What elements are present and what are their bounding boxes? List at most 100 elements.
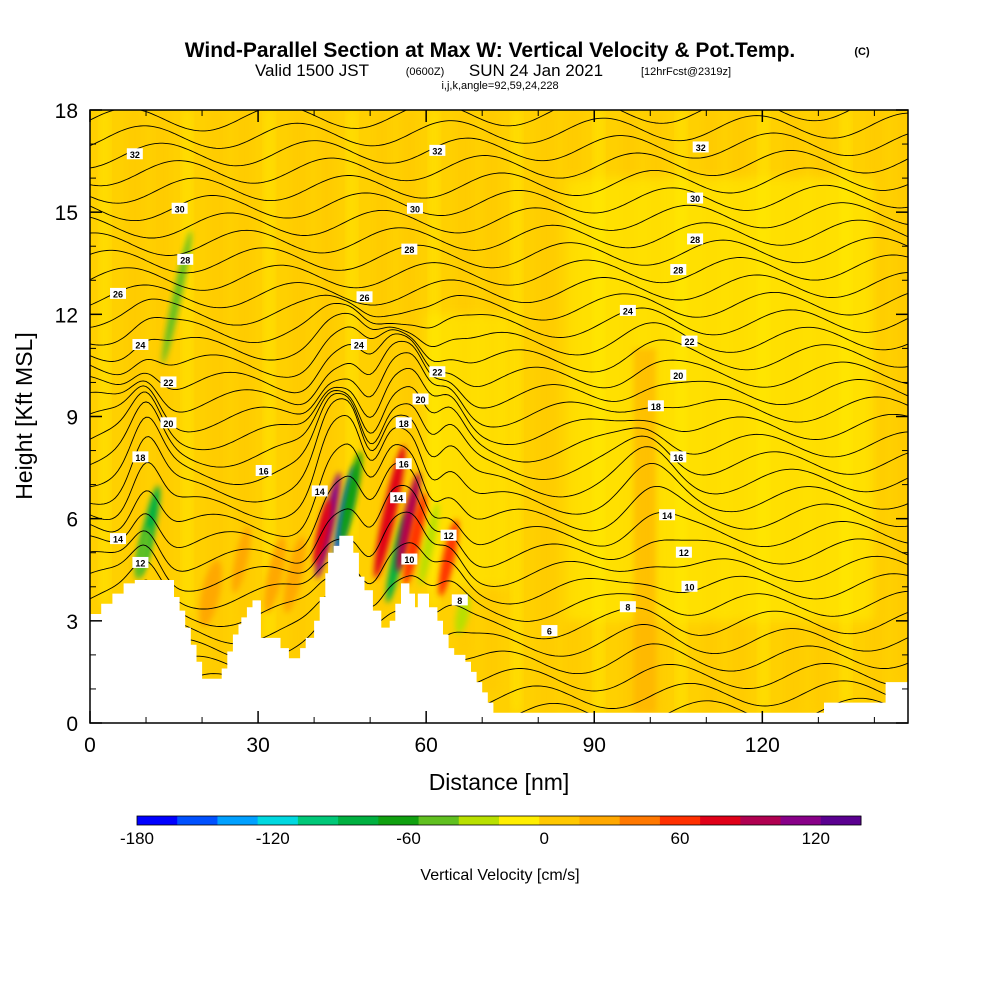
contour-label-bg xyxy=(126,148,143,160)
contour-label-bg xyxy=(255,464,272,476)
forecast-info: [12hrFcst@2319z] xyxy=(641,66,731,78)
contour-label-bg xyxy=(356,291,373,303)
colorbar-swatch xyxy=(700,816,741,825)
contour-label: 32 xyxy=(692,141,709,153)
contour-label: 20 xyxy=(670,369,687,381)
x-axis: 0 30 60 90 120 xyxy=(84,110,875,757)
y-axis-label: Height [Kft MSL] xyxy=(11,332,37,499)
x-tick-label: 0 xyxy=(84,734,96,757)
colorbar-tick-label: 60 xyxy=(671,829,690,848)
contour-label: 24 xyxy=(132,338,149,350)
contour-label: 14 xyxy=(390,492,407,504)
field-streak xyxy=(897,110,908,683)
contour-label-bg xyxy=(390,492,407,504)
valid-utc: (0600Z) xyxy=(406,66,445,78)
grid-indices: i,j,k,angle=92,59,24,228 xyxy=(441,80,558,92)
contour-label-text: 18 xyxy=(399,419,409,429)
colorbar-swatch xyxy=(619,816,661,825)
contour-label-bg xyxy=(132,451,149,463)
contour-label-bg xyxy=(160,417,177,429)
contour-label-text: 32 xyxy=(130,150,140,160)
isentrope-line xyxy=(90,593,908,647)
contour-label: 14 xyxy=(110,533,127,545)
field-streak xyxy=(183,110,191,611)
isentrope-line xyxy=(90,462,908,552)
contour-label-bg xyxy=(681,335,698,347)
contour-label-text: 28 xyxy=(404,245,414,255)
isentrope-line xyxy=(90,414,908,521)
contour-label-text: 30 xyxy=(175,204,185,214)
contour-label-bg xyxy=(670,369,687,381)
contour-label-bg xyxy=(687,192,704,204)
contour-label: 30 xyxy=(687,192,704,204)
velocity-plume xyxy=(396,472,421,573)
contour-label-bg xyxy=(541,625,558,637)
isentrope-line xyxy=(90,386,908,468)
isentrope-line xyxy=(90,237,908,274)
colorbar-swatch xyxy=(499,816,540,825)
velocity-plume xyxy=(263,536,286,614)
contour-label-text: 8 xyxy=(457,596,462,606)
y-tick-label: 6 xyxy=(66,509,78,532)
contour-label-bg xyxy=(412,393,429,405)
contour-label-text: 12 xyxy=(135,558,145,568)
isentrope-line xyxy=(90,326,908,378)
contour-label-text: 22 xyxy=(432,368,442,378)
isentrope-line xyxy=(90,112,908,149)
colorbar: -180 -120 -60 0 60 120 xyxy=(120,815,862,848)
isentrope-line xyxy=(90,614,908,665)
contour-label-bg xyxy=(401,553,418,565)
y-tick-label: 12 xyxy=(55,304,78,327)
contour-label-text: 26 xyxy=(113,289,123,299)
isentrope-line xyxy=(90,392,908,488)
contour-label: 26 xyxy=(356,291,373,303)
contour-label: 24 xyxy=(619,304,636,316)
velocity-plume xyxy=(418,502,439,586)
contour-label-bg xyxy=(160,376,177,388)
contour-label: 14 xyxy=(659,509,676,521)
contour-label: 20 xyxy=(160,417,177,429)
contour-label: 16 xyxy=(670,451,687,463)
y-tick-label: 15 xyxy=(55,202,78,225)
valid-time: Valid 1500 JST xyxy=(255,61,369,80)
isentrope-line xyxy=(90,443,908,537)
contour-label-bg xyxy=(692,141,709,153)
contour-label-text: 14 xyxy=(315,487,325,497)
isentrope-line xyxy=(90,302,908,346)
contour-label-text: 32 xyxy=(696,143,706,153)
contour-label: 22 xyxy=(160,376,177,388)
contour-label-text: 24 xyxy=(135,340,145,350)
colorbar-swatch xyxy=(137,816,178,825)
contour-label: 22 xyxy=(429,366,446,378)
contour-label-bg xyxy=(171,202,188,214)
x-tick-label: 60 xyxy=(414,734,437,757)
contour-label-bg xyxy=(429,144,446,156)
velocity-plume xyxy=(199,560,222,627)
contour-label: 12 xyxy=(675,546,692,558)
contour-label-text: 12 xyxy=(679,548,689,558)
contour-label-text: 18 xyxy=(135,453,145,463)
isentrope-line xyxy=(90,132,908,169)
contour-label: 28 xyxy=(401,243,418,255)
isentrope-line xyxy=(90,219,908,256)
isentrope-line xyxy=(90,367,908,451)
isentrope-line xyxy=(90,291,908,328)
contour-label-bg xyxy=(110,533,127,545)
contour-label-text: 6 xyxy=(547,627,552,637)
contour-label-text: 10 xyxy=(684,582,694,592)
contour-label: 32 xyxy=(429,144,446,156)
contour-label-text: 14 xyxy=(662,511,672,521)
velocity-plume xyxy=(339,451,362,545)
contour-label: 8 xyxy=(619,601,636,613)
contour-label-text: 12 xyxy=(444,531,454,541)
contour-label-text: 30 xyxy=(690,194,700,204)
colorbar-swatch xyxy=(297,816,339,825)
contour-label: 18 xyxy=(132,451,149,463)
contour-label-text: 14 xyxy=(393,494,403,504)
contour-label-text: 18 xyxy=(651,402,661,412)
contour-label: 26 xyxy=(110,287,127,299)
contour-label-bg xyxy=(132,556,149,568)
contour-label-bg xyxy=(659,509,676,521)
contour-label-bg xyxy=(401,243,418,255)
